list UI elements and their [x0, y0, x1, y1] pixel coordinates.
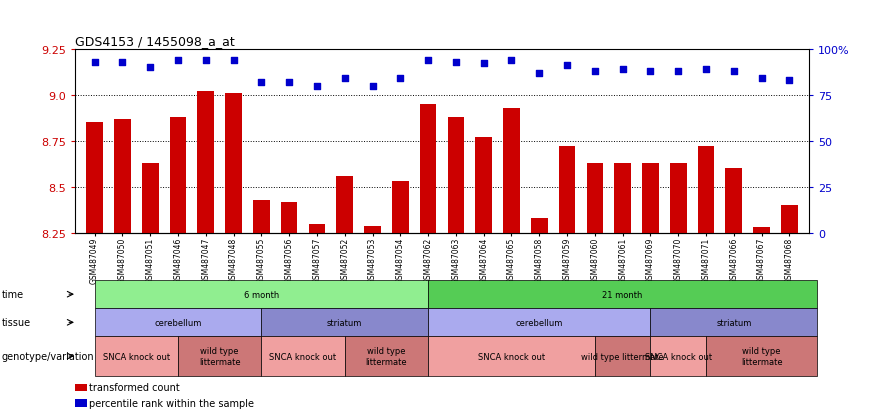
Text: tissue: tissue	[2, 318, 31, 328]
Text: SNCA knock out: SNCA knock out	[103, 352, 170, 361]
Text: cerebellum: cerebellum	[155, 318, 202, 327]
Bar	[141, 164, 158, 233]
Point	[282, 79, 296, 86]
Point	[476, 61, 491, 68]
Point	[199, 57, 213, 64]
Bar	[697, 147, 714, 233]
Bar	[670, 164, 687, 233]
Text: 6 month: 6 month	[244, 290, 279, 299]
Text: wild type
littermate: wild type littermate	[366, 347, 408, 366]
Bar	[476, 138, 492, 233]
Point	[671, 68, 685, 75]
Text: striatum: striatum	[716, 318, 751, 327]
Text: genotype/variation: genotype/variation	[2, 351, 95, 361]
Bar	[225, 94, 242, 233]
Point	[505, 57, 519, 64]
Bar	[531, 218, 547, 233]
Point	[421, 57, 435, 64]
Bar	[781, 206, 797, 233]
Point	[532, 70, 546, 77]
Text: transformed count: transformed count	[89, 382, 180, 392]
Point	[449, 59, 463, 66]
Point	[588, 68, 602, 75]
Point	[782, 78, 796, 84]
Text: wild type
littermate: wild type littermate	[199, 347, 240, 366]
Point	[226, 57, 240, 64]
Point	[699, 66, 713, 73]
Bar	[392, 182, 408, 233]
Point	[365, 83, 379, 90]
Text: SNCA knock out: SNCA knock out	[270, 352, 337, 361]
Point	[115, 59, 129, 66]
Point	[143, 65, 157, 71]
Bar	[170, 118, 187, 233]
Text: SNCA knock out: SNCA knock out	[478, 352, 545, 361]
Point	[88, 59, 102, 66]
Text: time: time	[2, 290, 24, 299]
Text: striatum: striatum	[327, 318, 362, 327]
Bar	[642, 164, 659, 233]
Point	[644, 68, 658, 75]
Bar	[309, 224, 325, 233]
Point	[727, 68, 741, 75]
Point	[255, 79, 269, 86]
Bar	[503, 108, 520, 233]
Point	[393, 76, 408, 82]
Text: wild type
littermate: wild type littermate	[741, 347, 782, 366]
Bar	[197, 92, 214, 233]
Bar	[253, 200, 270, 233]
Bar	[420, 105, 437, 233]
Bar	[281, 202, 298, 233]
Point	[560, 63, 574, 69]
Bar	[586, 164, 603, 233]
Text: 21 month: 21 month	[603, 290, 643, 299]
Point	[615, 66, 629, 73]
Bar	[337, 176, 353, 233]
Bar	[87, 123, 103, 233]
Point	[310, 83, 324, 90]
Point	[755, 76, 769, 82]
Bar	[364, 226, 381, 233]
Bar	[447, 118, 464, 233]
Text: percentile rank within the sample: percentile rank within the sample	[89, 398, 255, 408]
Point	[338, 76, 352, 82]
Text: SNCA knock out: SNCA knock out	[644, 352, 712, 361]
Text: cerebellum: cerebellum	[515, 318, 563, 327]
Bar	[559, 147, 575, 233]
Text: wild type littermate: wild type littermate	[582, 352, 664, 361]
Bar	[614, 164, 631, 233]
Bar	[753, 228, 770, 233]
Point	[171, 57, 185, 64]
Bar	[114, 119, 131, 233]
Bar	[726, 169, 743, 233]
Text: GDS4153 / 1455098_a_at: GDS4153 / 1455098_a_at	[75, 36, 235, 48]
